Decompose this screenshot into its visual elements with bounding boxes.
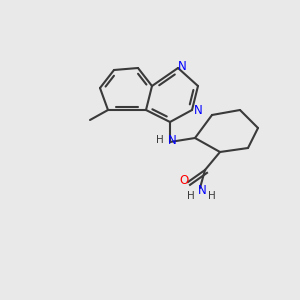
Text: O: O <box>179 173 189 187</box>
Text: N: N <box>178 59 186 73</box>
Text: H: H <box>208 191 216 201</box>
Text: H: H <box>187 191 195 201</box>
Text: N: N <box>194 103 202 116</box>
Text: N: N <box>168 134 176 148</box>
Text: H: H <box>156 135 164 145</box>
Text: N: N <box>198 184 206 196</box>
